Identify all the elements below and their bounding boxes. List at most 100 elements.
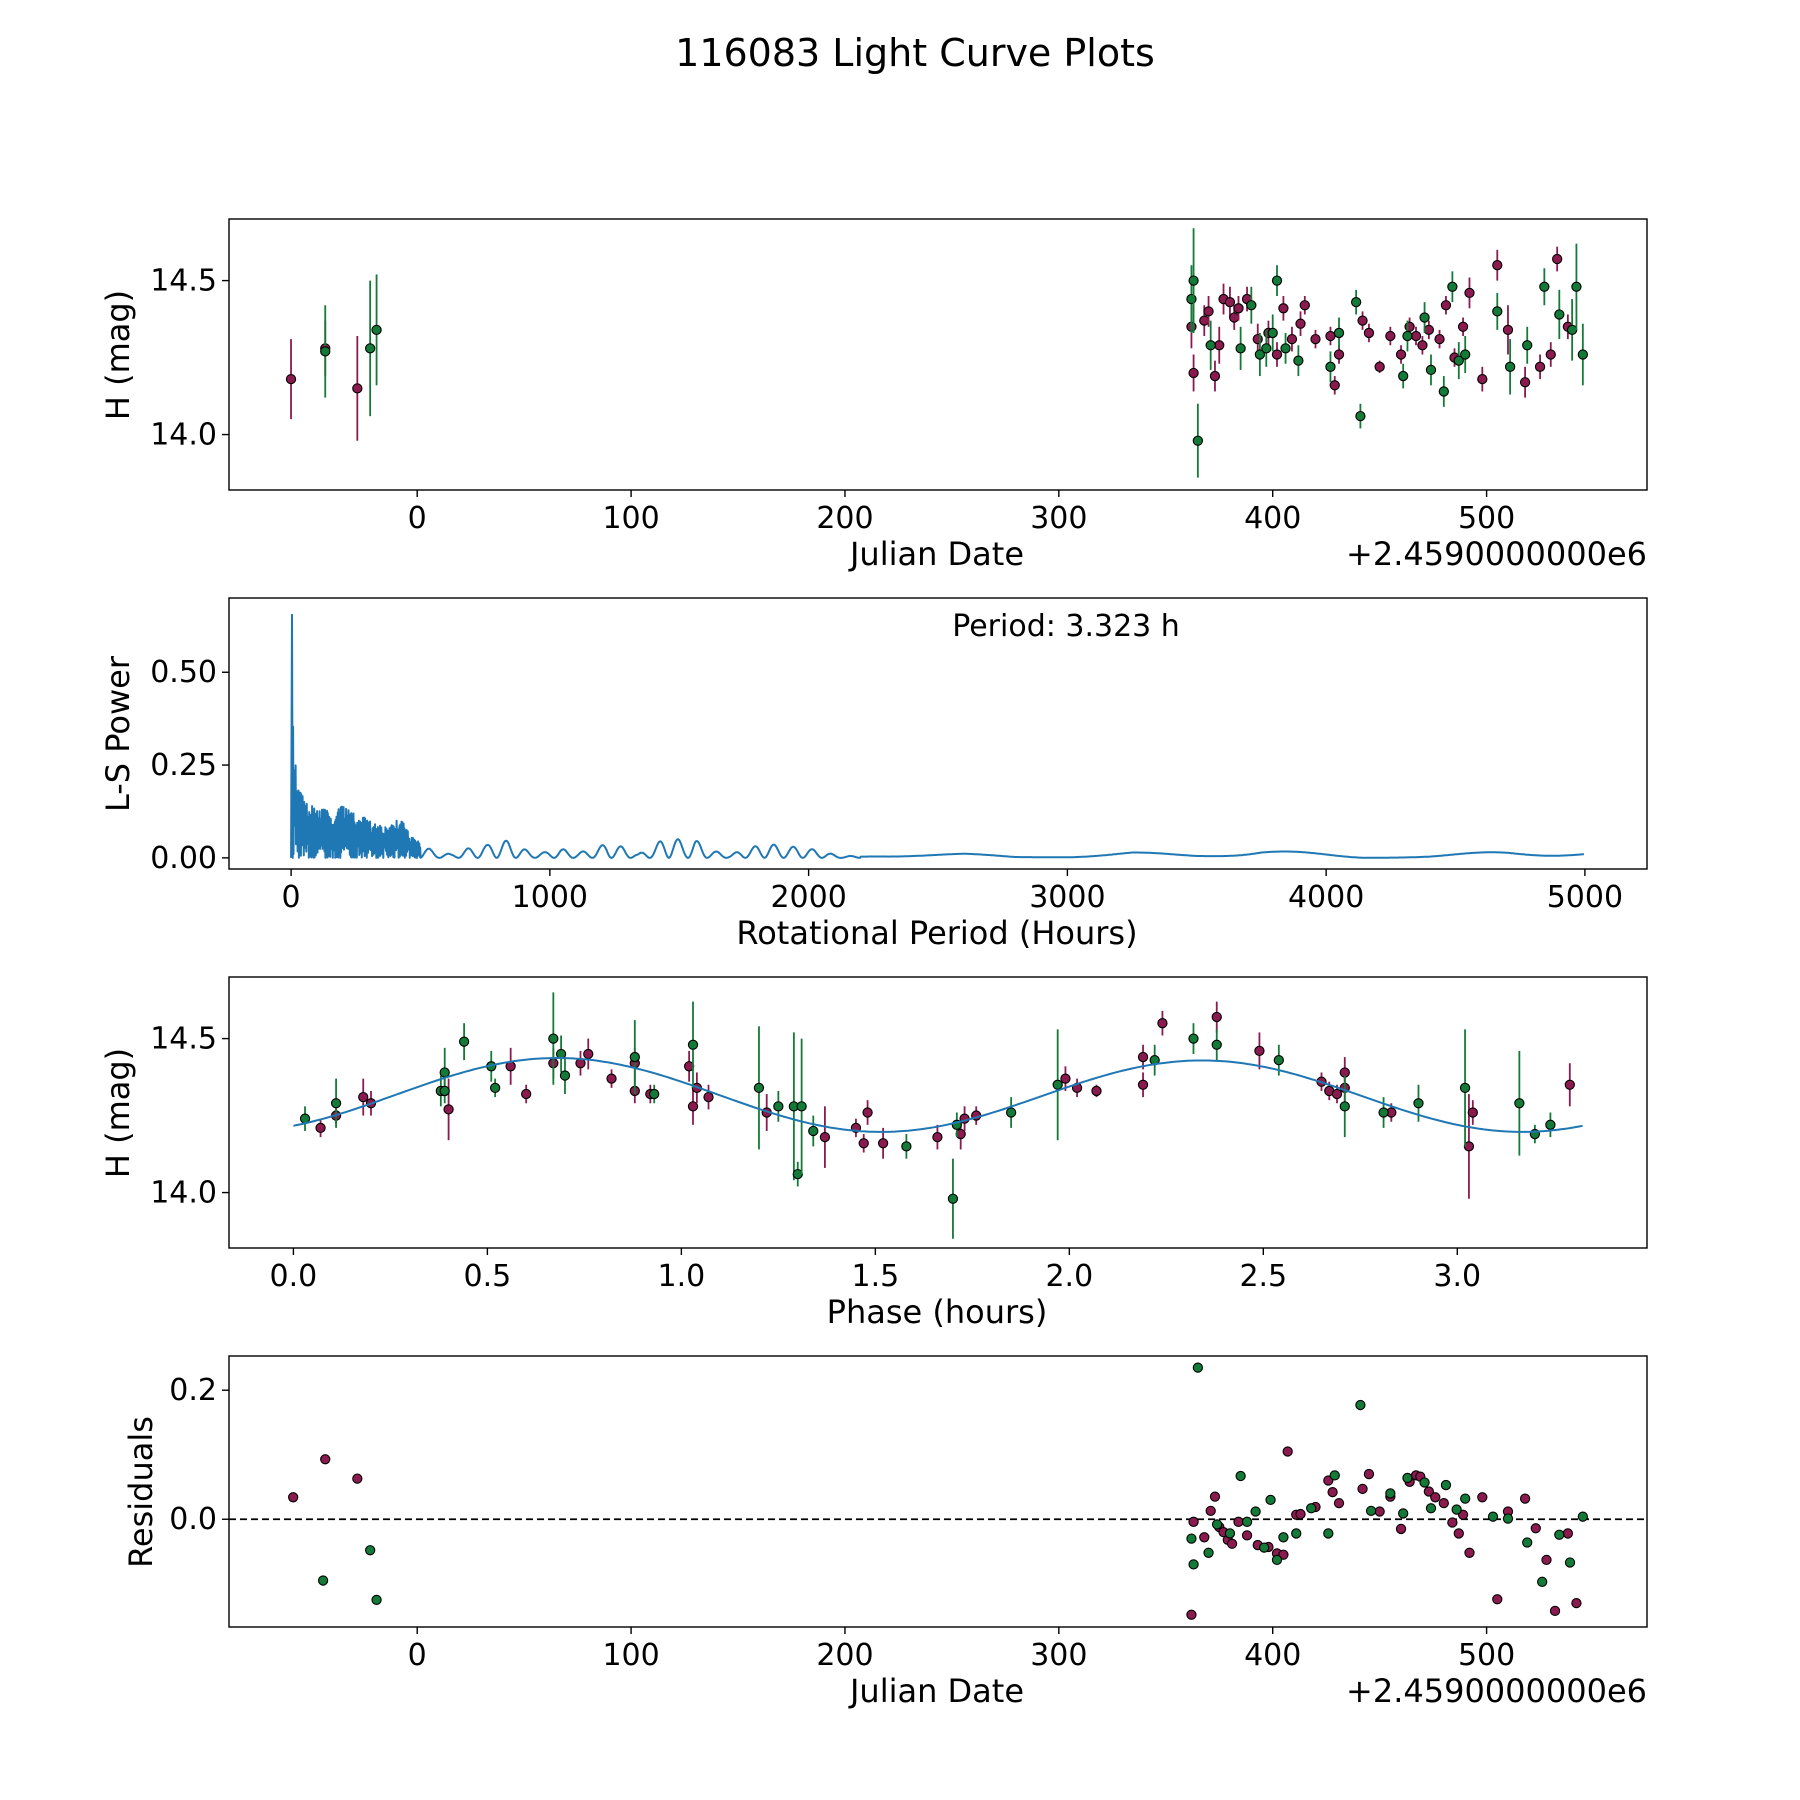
data-point [352,383,363,394]
periodogram-ylabel: L-S Power [99,655,137,812]
data-point [1539,281,1550,292]
x-tick-label: 400 [1244,501,1301,536]
data-point [1259,1542,1270,1553]
x-tick-label: 3.0 [1433,1259,1481,1294]
data-point [1365,1505,1377,1517]
data-point [1188,1516,1199,1527]
data-point [1282,1446,1293,1457]
periodogram-ticks: 0 1000 2000 3000 4000 5000 0.00 0.25 0.50 [150,655,1623,915]
data-point [753,1082,765,1094]
data-point [1265,1494,1276,1506]
data-point [583,1048,594,1060]
data-point [1137,1079,1149,1090]
data-point [1440,300,1452,311]
residuals-axes-frame [228,1355,1648,1628]
data-point [358,1091,369,1103]
data-point [315,1122,326,1134]
data-point [1188,1033,1199,1044]
data-point [1552,253,1563,265]
data-point [1273,1054,1284,1066]
data-point [1374,1506,1385,1517]
data-point [1295,318,1306,329]
data-point [1226,1538,1238,1549]
data-point [606,1073,617,1084]
data-point [1404,321,1415,332]
data-point [1423,1486,1434,1497]
data-point [1325,330,1336,342]
data-point [1577,349,1588,360]
data-point [1209,370,1221,382]
data-point [320,346,331,357]
lightcurve-ylabel: H (mag) [99,290,137,420]
data-point [1522,340,1533,351]
data-point [687,1101,699,1112]
data-point [1464,287,1475,299]
data-point [1137,1051,1149,1063]
residuals-ticks: 0 100 200 300 400 500 0.0 0.2 [169,1373,1515,1673]
data-point [288,1492,299,1503]
data-point [1402,330,1413,342]
data-point [317,1575,329,1586]
data-point [1188,275,1199,286]
data-point [1402,1472,1413,1484]
data-point [1519,1493,1531,1504]
data-point [932,1131,943,1143]
data-point [1211,1011,1222,1023]
fit-curve [293,1057,1583,1133]
data-point [1186,293,1197,305]
y-tick-label: 0.0 [169,1502,217,1537]
x-tick-label: 0.5 [464,1259,512,1294]
data-point [1224,296,1236,308]
data-point [1453,1528,1464,1539]
data-point [1199,1532,1210,1543]
data-point [1280,343,1291,354]
x-tick-label: 500 [1458,501,1515,536]
data-point [1241,1516,1253,1527]
data-point [1530,1523,1541,1534]
data-point [1545,1119,1556,1130]
data-point [371,324,382,336]
data-point [548,1033,559,1044]
x-tick-label: 200 [816,1638,873,1673]
data-point [1211,1039,1222,1050]
data-point [796,1101,807,1112]
data-point [1291,1528,1302,1539]
data-point [439,1085,450,1097]
x-tick-label: 100 [602,501,659,536]
x-tick-label: 0 [408,1638,427,1673]
data-point [1566,324,1578,336]
data-point [1385,1488,1396,1499]
data-point [1534,361,1546,372]
data-point [1327,1486,1338,1498]
phased-xlabel: Phase (hours) [827,1293,1048,1331]
data-point [1339,1101,1350,1112]
data-point [1440,1479,1452,1491]
data-point [1188,367,1199,379]
data-point [1549,1605,1561,1617]
data-point [1453,355,1464,366]
data-point [773,1101,784,1112]
data-point [1545,349,1556,360]
lightcurve-xlabel: Julian Date [848,535,1024,573]
data-point [1241,1530,1253,1541]
data-point [1295,1508,1306,1520]
data-point [1350,296,1362,308]
data-point [819,1131,831,1143]
data-point [1492,260,1503,271]
data-point [458,1036,470,1047]
phased-panel: 0.0 0.5 1.0 1.5 2.0 2.5 3.0 14.0 14.5 Phase (hou… [99,976,1648,1331]
data-point [1423,324,1434,336]
data-point [1492,1594,1503,1605]
data-point [862,1107,873,1118]
data-point [1250,1506,1261,1517]
data-point [1325,361,1336,372]
periodogram-panel: 0 1000 2000 3000 4000 5000 0.00 0.25 0.50 Period… [99,597,1648,952]
data-point [1464,1547,1475,1558]
data-point [858,1138,869,1149]
data-point [1447,1517,1458,1528]
data-point [1413,1098,1424,1109]
data-point [1417,340,1428,351]
x-tick-label: 1.5 [851,1259,899,1294]
data-point [1398,370,1409,382]
